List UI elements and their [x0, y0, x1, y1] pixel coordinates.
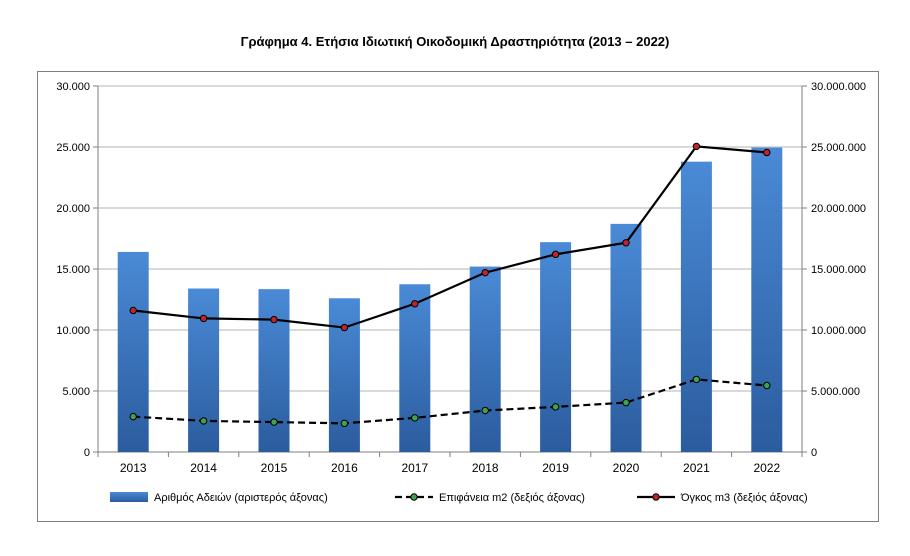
left-axis-tick-label: 20.000 [56, 203, 90, 215]
x-axis-tick-label: 2016 [331, 461, 358, 475]
data-point [763, 148, 771, 157]
left-axis-tick-label: 25.000 [56, 142, 90, 154]
right-axis-tick-label: 0 [811, 447, 817, 459]
bar [117, 251, 149, 452]
bar [188, 288, 220, 452]
data-point [692, 142, 701, 151]
x-axis-tick-label: 2014 [190, 461, 217, 475]
legend-label: Επιφάνεια m2 (δεξιός άξονας) [439, 492, 585, 504]
data-point [622, 398, 630, 407]
series-line [133, 378, 767, 425]
data-point [129, 306, 137, 315]
data-point [129, 412, 137, 421]
bar [399, 284, 431, 452]
bar [680, 161, 712, 452]
data-point [763, 381, 771, 390]
right-axis-tick-label: 5.000.000 [811, 386, 860, 398]
bar [328, 298, 360, 452]
bar [540, 242, 572, 452]
data-point [551, 403, 560, 411]
right-axis-tick-label: 25.000.000 [811, 142, 866, 154]
data-point [551, 250, 560, 259]
data-point [622, 239, 630, 247]
left-axis-tick-label: 30.000 [56, 81, 90, 93]
tick-labels: 0 5.000 10.000 15.000 20.000 25.000 30.000 0 5.0… [56, 81, 866, 475]
series-line [133, 145, 767, 329]
right-axis-tick-label: 30.000.000 [811, 81, 866, 93]
left-axis-tick-label: 0 [84, 447, 90, 459]
data-point [270, 315, 278, 324]
x-axis-tick-label: 2013 [120, 461, 147, 475]
right-axis-tick-label: 20.000.000 [811, 203, 866, 215]
legend-label: Αριθμός Αδειών (αριστερός άξονας) [154, 492, 328, 504]
data-point [692, 375, 701, 384]
x-axis-tick-label: 2018 [472, 461, 499, 475]
right-axis-tick-label: 15.000.000 [811, 264, 866, 276]
data-point [270, 418, 278, 426]
data-point [411, 414, 419, 422]
x-axis-tick-label: 2015 [261, 461, 288, 475]
legend-label: Όγκος m3 (δεξιός άξονας) [680, 492, 808, 504]
left-axis-tick-label: 5.000 [62, 386, 90, 398]
legend-bar-swatch [110, 492, 148, 502]
data-point [481, 268, 489, 277]
data-point [199, 314, 208, 323]
data-point [411, 300, 419, 308]
bar [258, 289, 290, 452]
left-axis-tick-label: 15.000 [56, 264, 90, 276]
x-axis-tick-label: 2017 [401, 461, 428, 475]
legend-marker [652, 493, 660, 501]
bar-series [117, 147, 783, 453]
bar [469, 266, 501, 452]
legend: Αριθμός Αδειών (αριστερός άξονας) Επιφάνε… [110, 492, 808, 504]
data-point [199, 417, 208, 425]
left-axis-tick-label: 10.000 [56, 325, 90, 337]
data-point [340, 419, 349, 428]
bar [610, 223, 642, 452]
x-axis-tick-label: 2019 [542, 461, 569, 475]
data-point [340, 323, 349, 332]
x-axis-tick-label: 2022 [753, 461, 780, 475]
bar [751, 147, 783, 453]
data-point [481, 406, 489, 415]
chart-title: Γράφημα 4. Ετήσια Ιδιωτική Οικοδομική Δρ… [240, 34, 670, 49]
line-series [129, 142, 771, 428]
legend-marker [410, 493, 418, 501]
right-axis-tick-label: 10.000.000 [811, 325, 866, 337]
chart-frame [37, 71, 879, 522]
x-axis-tick-label: 2020 [613, 461, 640, 475]
x-axis-tick-label: 2021 [683, 461, 710, 475]
